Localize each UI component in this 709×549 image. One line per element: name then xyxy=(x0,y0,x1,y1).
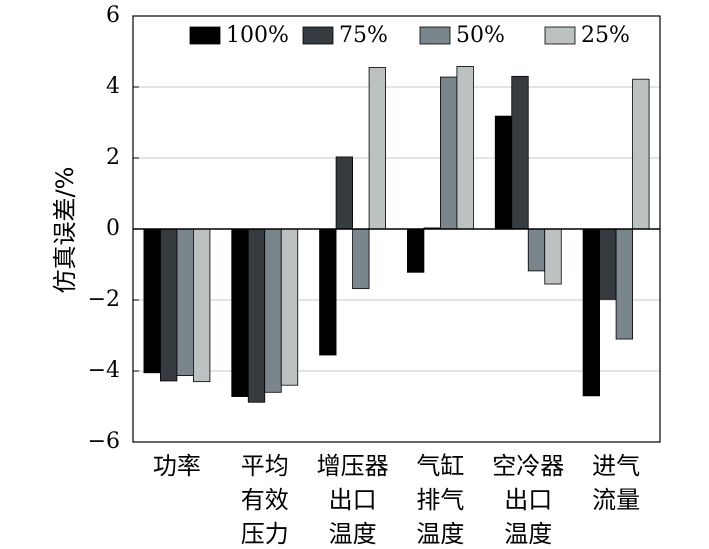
legend-swatch xyxy=(189,26,221,45)
bar xyxy=(193,228,211,383)
bar xyxy=(511,75,529,230)
category-label: 流量 xyxy=(592,486,640,514)
category-label: 出口 xyxy=(329,486,377,514)
bar xyxy=(440,76,458,230)
legend-swatch xyxy=(302,26,334,45)
bar xyxy=(176,228,194,377)
bar xyxy=(494,115,513,230)
category-label: 进气 xyxy=(592,452,640,480)
gridlines xyxy=(133,86,660,372)
y-tick-label: −6 xyxy=(88,429,120,454)
category-label: 温度 xyxy=(329,520,377,548)
category-label: 功率 xyxy=(153,452,201,480)
category-label: 温度 xyxy=(504,520,552,548)
bar xyxy=(160,228,178,382)
bar xyxy=(319,228,337,356)
legend-swatch xyxy=(419,26,451,45)
category-label: 出口 xyxy=(504,486,552,514)
category-label: 平均 xyxy=(241,452,289,480)
bar xyxy=(335,156,353,230)
y-axis-title: 仿真误差/% xyxy=(51,167,79,294)
legend-label: 25% xyxy=(581,23,630,48)
bar xyxy=(632,78,650,230)
y-tick-label: −4 xyxy=(88,358,120,383)
legend-label: 50% xyxy=(456,23,505,48)
bar xyxy=(264,228,282,393)
legend: 100% 75% 50% 25% xyxy=(189,23,630,48)
bar xyxy=(615,228,633,340)
category-label: 温度 xyxy=(416,520,464,548)
category-label: 排气 xyxy=(416,486,464,514)
y-tick-label: −2 xyxy=(88,287,120,312)
bar xyxy=(280,228,299,386)
bar xyxy=(247,228,266,403)
y-tick-label: 4 xyxy=(106,74,120,99)
category-label: 增压器 xyxy=(317,452,389,480)
legend-swatch xyxy=(544,26,576,45)
bar xyxy=(544,228,562,285)
y-tick-label: 0 xyxy=(106,216,120,241)
bar xyxy=(456,66,474,230)
bars xyxy=(143,66,650,403)
y-tick-labels: −6 −4 −2 0 2 4 6 xyxy=(88,3,120,454)
legend-label: 100% xyxy=(226,23,289,48)
category-label: 压力 xyxy=(241,520,289,548)
y-tick-label: 6 xyxy=(106,3,120,28)
category-label: 空冷器 xyxy=(492,452,564,480)
y-tick-label: 2 xyxy=(106,145,120,170)
bar xyxy=(143,228,161,374)
legend-label: 75% xyxy=(339,23,388,48)
bar xyxy=(527,228,546,272)
bar xyxy=(368,67,386,230)
bar xyxy=(582,228,600,397)
bar xyxy=(231,228,249,397)
bar xyxy=(407,228,425,273)
category-label: 有效 xyxy=(241,486,289,514)
bar xyxy=(352,228,370,290)
bar xyxy=(599,228,617,300)
axes xyxy=(132,15,661,443)
category-label: 气缸 xyxy=(416,452,464,480)
